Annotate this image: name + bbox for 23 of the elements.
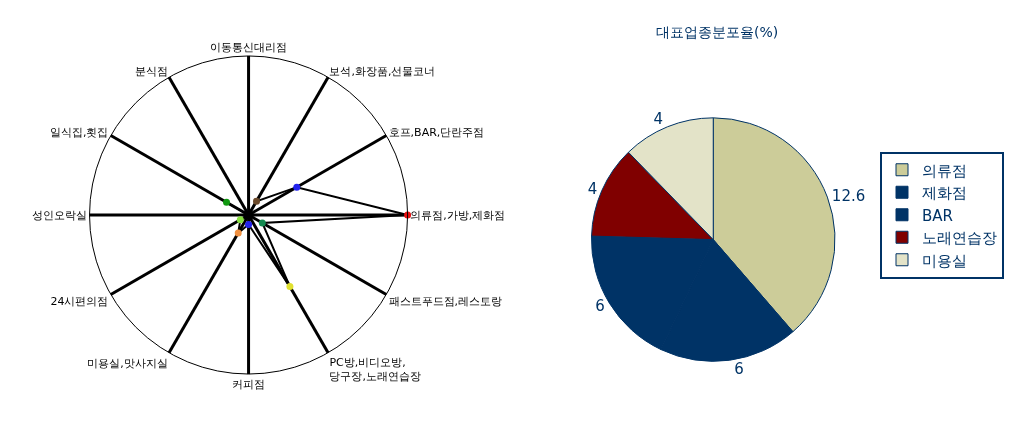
spoke-label: 일식집,횟집 — [49, 126, 109, 140]
legend-label: 제화점 — [922, 184, 967, 203]
legend-label: 의류점 — [922, 161, 967, 180]
legend-label: 미용실 — [922, 251, 967, 270]
spoke-label: 호프,BAR,단란주점 — [388, 126, 485, 140]
legend-label: 노래연습장 — [922, 229, 997, 248]
spoke-label: 24시편의점 — [50, 294, 109, 308]
spoke-label: 의류점,가방,제화점 — [410, 208, 506, 222]
data-label: 6 — [734, 360, 744, 379]
data-label: 4 — [653, 110, 663, 129]
spoke-label: PC방,비디오방, 당구장,노래연습장 — [329, 355, 421, 383]
spoke-label: 분식점 — [134, 64, 168, 78]
data-label: 4 — [587, 180, 598, 199]
spoke-label: 이동통신대리점 — [210, 41, 288, 55]
data-label: 12.6 — [831, 187, 866, 205]
chart-title: 대표업종분포율(%) — [656, 24, 779, 40]
spoke-label: 미용실,맛사지실 — [87, 356, 168, 370]
spoke-label: 패스트푸드점,레스토랑 — [388, 294, 503, 308]
data-label: 6 — [595, 296, 605, 315]
spoke-label: 보석,화장품,선물코너 — [329, 64, 436, 78]
legend-label: BAR — [922, 206, 953, 225]
spoke-label: 커피점 — [232, 377, 266, 391]
spoke-label: 성인오락실 — [31, 208, 87, 222]
